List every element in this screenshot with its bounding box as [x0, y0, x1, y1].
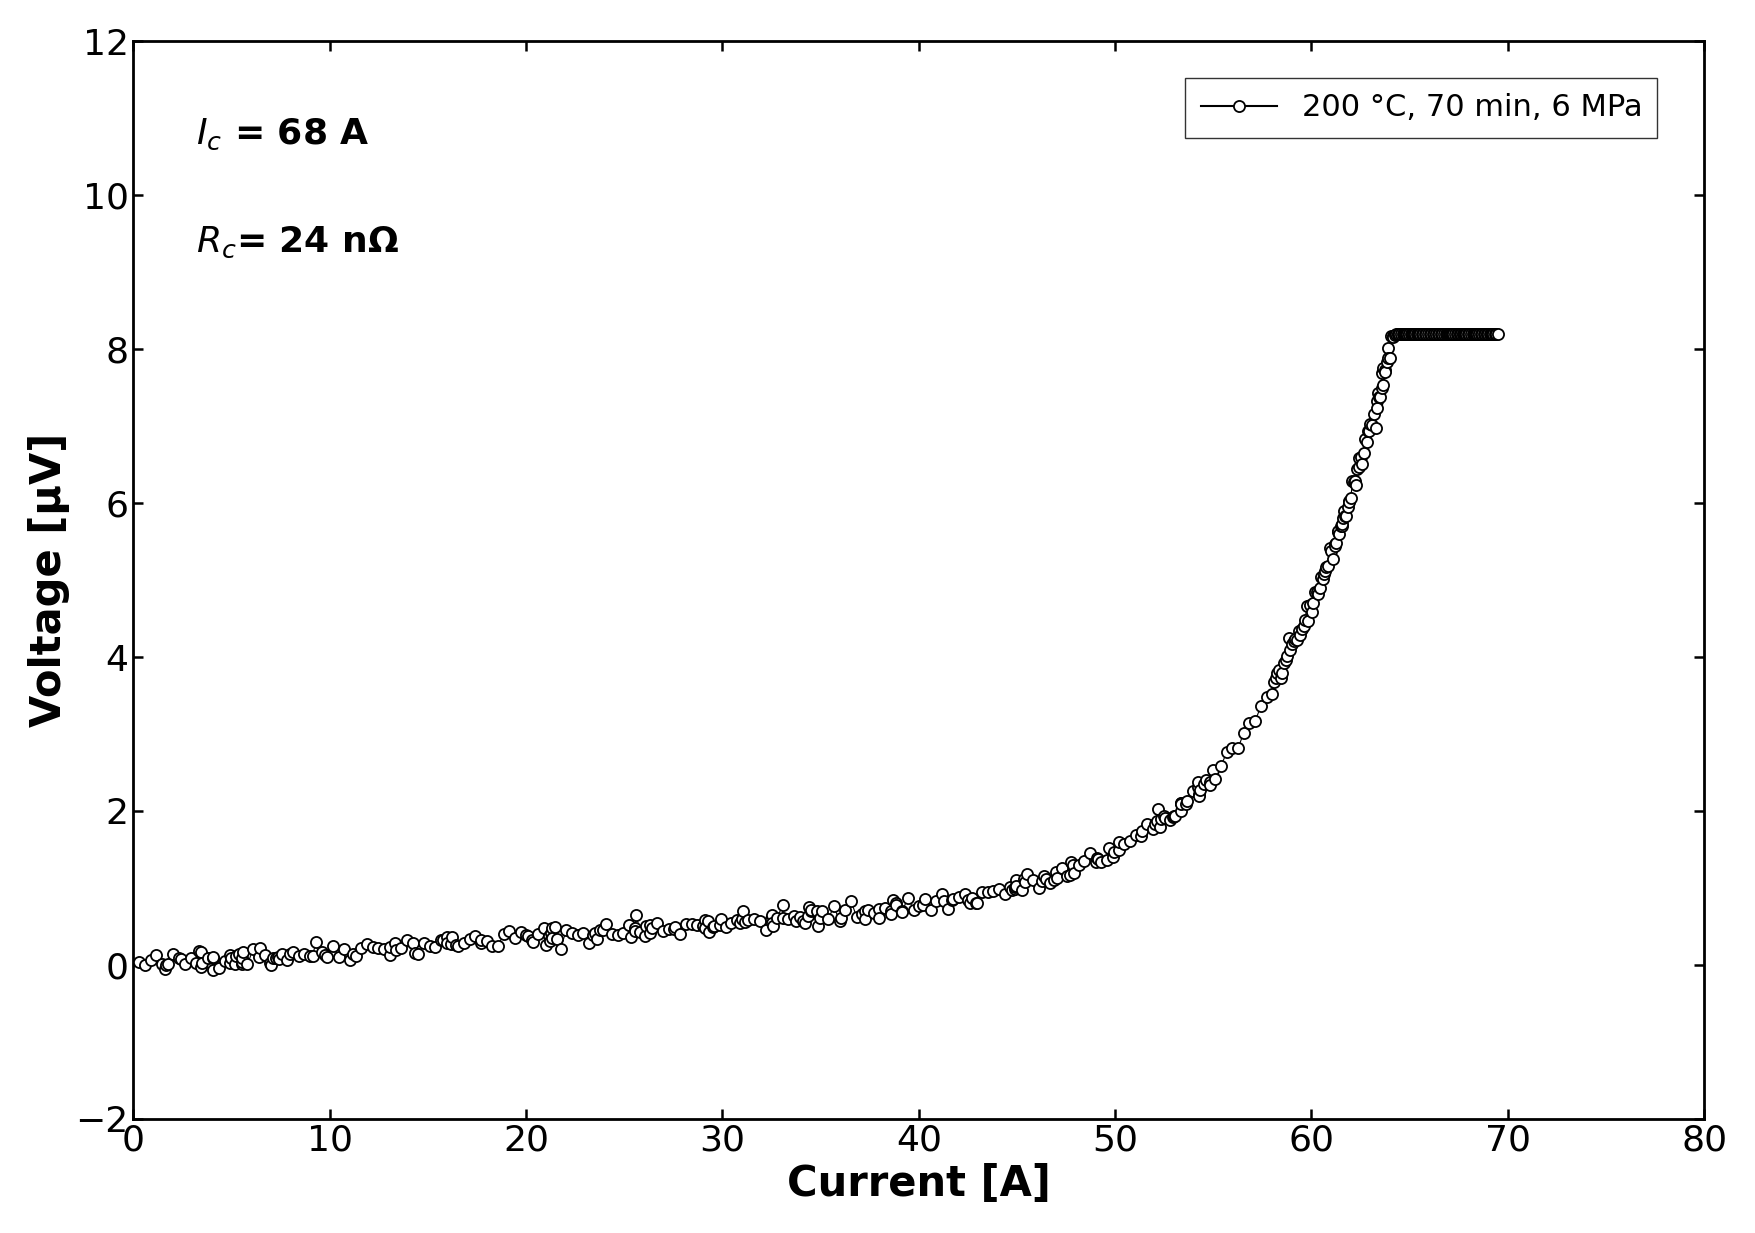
Text: $R_c$= 24 nΩ: $R_c$= 24 nΩ	[197, 224, 400, 260]
X-axis label: Current [A]: Current [A]	[786, 1163, 1051, 1205]
Text: $I_c$ = 68 A: $I_c$ = 68 A	[197, 117, 370, 152]
Y-axis label: Voltage [μV]: Voltage [μV]	[28, 433, 70, 727]
Legend: 200 °C, 70 min, 6 MPa: 200 °C, 70 min, 6 MPa	[1185, 78, 1657, 138]
